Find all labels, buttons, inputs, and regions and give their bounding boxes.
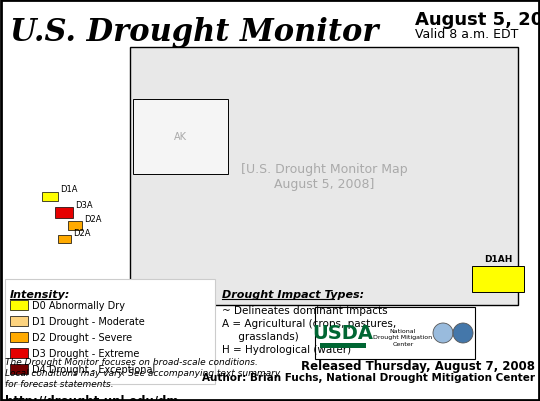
- Bar: [10, 364, 28, 374]
- Text: D2A: D2A: [73, 229, 91, 238]
- Bar: [58, 235, 71, 243]
- Text: for forecast statements.: for forecast statements.: [5, 379, 113, 388]
- Text: ~ Delineates dominant impacts: ~ Delineates dominant impacts: [222, 305, 388, 315]
- Text: AK: AK: [174, 132, 187, 142]
- Text: D1A: D1A: [60, 185, 78, 194]
- Text: D2 Drought - Severe: D2 Drought - Severe: [32, 333, 132, 342]
- Bar: [55, 207, 73, 219]
- Text: grasslands): grasslands): [222, 331, 299, 341]
- Bar: [472, 266, 524, 292]
- Text: D0 Abnormally Dry: D0 Abnormally Dry: [32, 301, 125, 311]
- Text: D3A: D3A: [75, 201, 93, 210]
- Text: [U.S. Drought Monitor Map
August 5, 2008]: [U.S. Drought Monitor Map August 5, 2008…: [241, 162, 407, 190]
- Bar: [320, 343, 366, 348]
- Text: D4 Drought - Exceptional: D4 Drought - Exceptional: [32, 365, 156, 375]
- Bar: [5, 279, 215, 384]
- Text: Intensity:: Intensity:: [10, 289, 70, 299]
- Text: Valid 8 a.m. EDT: Valid 8 a.m. EDT: [415, 28, 518, 41]
- Bar: [315, 307, 475, 359]
- Text: Drought Impact Types:: Drought Impact Types:: [222, 289, 364, 299]
- Text: The Drought Monitor focuses on broad-scale conditions.: The Drought Monitor focuses on broad-sca…: [5, 357, 258, 366]
- Text: D1AH: D1AH: [484, 255, 512, 264]
- Text: D3 Drought - Extreme: D3 Drought - Extreme: [32, 348, 139, 358]
- Text: National
Drought Mitigation
Center: National Drought Mitigation Center: [374, 328, 433, 346]
- Bar: [133, 100, 228, 174]
- Bar: [130, 48, 518, 305]
- Bar: [10, 348, 28, 358]
- Text: A = Agricultural (crops, pastures,: A = Agricultural (crops, pastures,: [222, 318, 396, 328]
- Bar: [10, 300, 28, 310]
- Text: Released Thursday, August 7, 2008: Released Thursday, August 7, 2008: [301, 359, 535, 372]
- Circle shape: [433, 323, 453, 343]
- Text: H = Hydrological (water): H = Hydrological (water): [222, 344, 351, 354]
- Text: D2A: D2A: [84, 215, 102, 224]
- Text: Local conditions may vary. See accompanying text summary: Local conditions may vary. See accompany…: [5, 368, 280, 377]
- Text: http://drought.unl.edu/dm: http://drought.unl.edu/dm: [5, 394, 179, 401]
- Text: August 5, 2008: August 5, 2008: [415, 11, 540, 29]
- Bar: [10, 332, 28, 342]
- Text: D1 Drought - Moderate: D1 Drought - Moderate: [32, 317, 145, 327]
- Circle shape: [453, 323, 473, 343]
- Text: Author: Brian Fuchs, National Drought Mitigation Center: Author: Brian Fuchs, National Drought Mi…: [202, 372, 535, 382]
- Bar: [68, 221, 82, 231]
- Text: USDA: USDA: [313, 324, 374, 342]
- Bar: [10, 316, 28, 326]
- Bar: [42, 192, 58, 201]
- Text: U.S. Drought Monitor: U.S. Drought Monitor: [10, 16, 379, 47]
